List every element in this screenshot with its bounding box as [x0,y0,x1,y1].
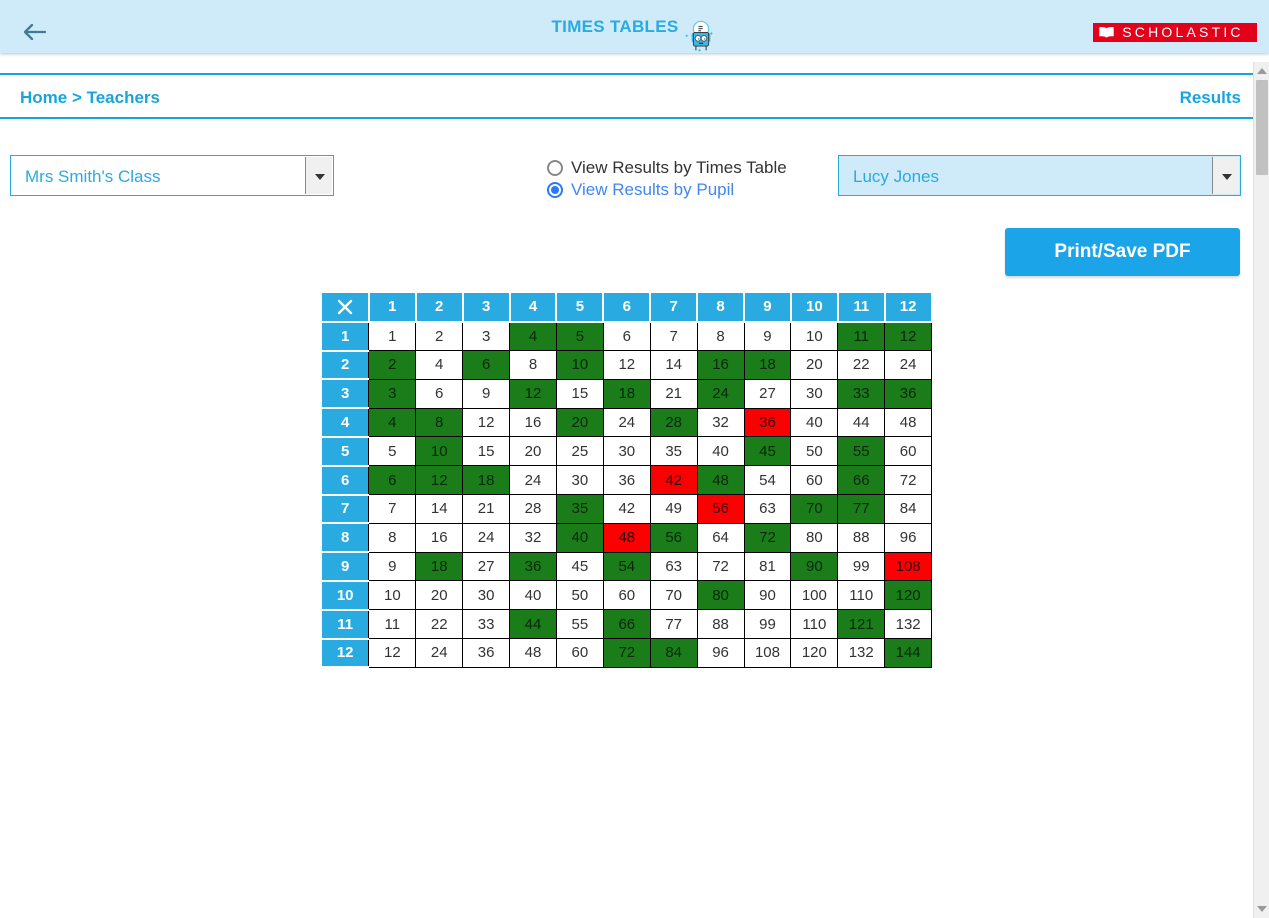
svg-text:✦: ✦ [709,31,713,36]
svg-text:✦: ✦ [697,48,701,52]
svg-text:✦: ✦ [684,33,688,38]
